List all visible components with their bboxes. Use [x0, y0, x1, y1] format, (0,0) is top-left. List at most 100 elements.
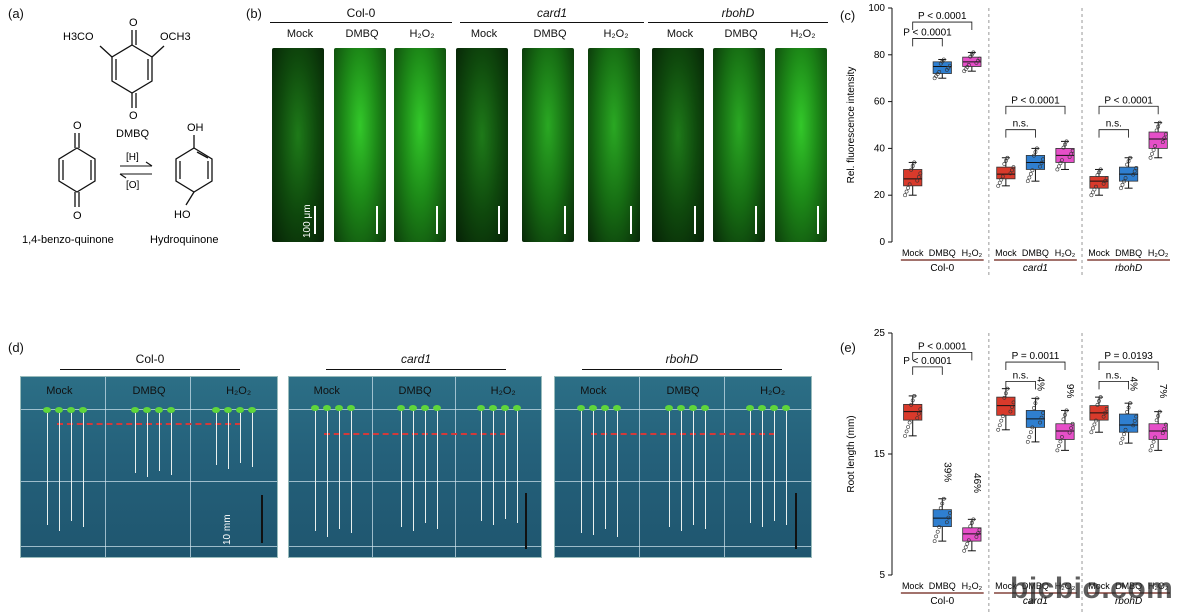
- data-point: [1120, 182, 1125, 187]
- hydroquinone-name: Hydroquinone: [150, 234, 219, 246]
- seedling-shoot: [746, 405, 755, 411]
- micro-treatment-label: Mock: [666, 28, 694, 40]
- root-tip-reference-line: [56, 423, 242, 425]
- micro-genotype-rbohd: rbohD: [721, 6, 755, 20]
- seedling-shoot: [420, 405, 429, 411]
- seedling-shoot: [676, 405, 685, 411]
- data-point: [1027, 435, 1032, 439]
- data-point: [966, 538, 971, 543]
- x-tick-label: DMBQ: [1115, 248, 1142, 258]
- data-point: [1000, 414, 1005, 418]
- root-fluorescence-image: [394, 48, 446, 242]
- data-point: [1041, 157, 1045, 162]
- panel-label-a: (a): [8, 6, 24, 21]
- plate-treatment-label: H₂O₂: [760, 385, 786, 397]
- data-point: [1089, 430, 1094, 435]
- significance-bracket-label: n.s.: [1013, 119, 1029, 130]
- data-point: [903, 193, 907, 198]
- seedling-shoot: [79, 407, 88, 413]
- seedling-shoot: [758, 405, 767, 411]
- box-plot: [1055, 408, 1075, 453]
- data-point: [1002, 395, 1007, 400]
- data-point: [909, 167, 914, 172]
- data-point: [1008, 171, 1013, 176]
- data-point: [1055, 448, 1060, 453]
- box-plot: [1025, 146, 1046, 184]
- box-plot: [996, 155, 1016, 188]
- data-point: [1162, 426, 1167, 431]
- data-point: [1000, 174, 1005, 179]
- data-point: [903, 433, 907, 438]
- scale-bar: [694, 206, 696, 234]
- box-plot: [1119, 401, 1139, 446]
- plate-treatment-label: H₂O₂: [490, 385, 516, 397]
- seedling-shoot: [236, 407, 245, 413]
- scale-bar: [314, 206, 316, 234]
- seedling-shoot: [513, 405, 522, 411]
- box-body: [1089, 176, 1109, 189]
- data-point: [934, 534, 939, 539]
- significance-bracket-label: P = 0.0011: [1012, 351, 1060, 362]
- data-point: [1032, 153, 1036, 158]
- group-label: Col-0: [930, 263, 954, 274]
- scale-bar: [630, 206, 632, 234]
- root-fluorescence-image: [713, 48, 765, 242]
- root-tip-reference-line: [324, 433, 506, 435]
- seedling-shoot: [248, 407, 257, 413]
- plate-treatment-label: Mock: [580, 385, 607, 397]
- data-point: [977, 527, 982, 532]
- plate-grid-line: [105, 377, 107, 557]
- seedling-shoot: [613, 405, 622, 411]
- data-point: [1151, 439, 1156, 444]
- seedling-root: [593, 411, 595, 535]
- data-point: [1064, 408, 1069, 413]
- data-point: [1122, 179, 1126, 184]
- seedling-root: [493, 411, 495, 525]
- box-body: [1055, 423, 1075, 440]
- data-point: [1061, 145, 1066, 150]
- data-point: [1030, 168, 1035, 173]
- data-point: [1160, 431, 1165, 436]
- seedling-shoot: [142, 407, 151, 413]
- root-fluorescence-image: [522, 48, 574, 242]
- seedling-root: [315, 411, 317, 531]
- fluorescence-chart: 0 20 40 60 80 100 Rel. fluorescence intensity M…: [846, 3, 1170, 275]
- data-point: [937, 70, 942, 74]
- panel-label-c: (c): [840, 8, 856, 23]
- data-point: [1103, 410, 1108, 415]
- significance-bracket: [912, 38, 943, 47]
- y-tick-label: 0: [879, 237, 885, 248]
- data-point: [1120, 436, 1125, 441]
- box-plot: [1148, 120, 1168, 160]
- data-point: [1038, 420, 1042, 425]
- data-point: [1035, 146, 1039, 151]
- seedling-shoot: [770, 405, 779, 411]
- seedling-root: [400, 411, 402, 527]
- data-point: [1027, 175, 1032, 180]
- data-point: [971, 50, 976, 55]
- data-point: [1067, 155, 1072, 159]
- y-tick-label: 100: [868, 3, 885, 14]
- box-plot: [932, 496, 952, 544]
- data-point: [1092, 422, 1097, 427]
- seedling-shoot: [212, 407, 221, 413]
- plate-scale-bar: [525, 493, 527, 549]
- data-point: [937, 525, 942, 529]
- data-point: [1041, 410, 1045, 415]
- x-tick-label: DMBQ: [1022, 581, 1049, 591]
- seedling-shoot: [577, 405, 586, 411]
- seedling-shoot: [688, 405, 697, 411]
- data-point: [971, 517, 976, 522]
- box-body: [996, 166, 1016, 180]
- data-point: [948, 510, 952, 515]
- agar-plate: Mock DMBQ H₂O₂: [288, 376, 542, 558]
- seedling-root: [412, 411, 414, 531]
- data-point: [944, 520, 949, 525]
- data-point: [968, 524, 973, 529]
- data-point: [996, 183, 1001, 188]
- significance-bracket: [1005, 361, 1066, 371]
- seedling-root: [774, 411, 776, 521]
- data-point: [940, 501, 945, 506]
- micro-treatment-label: H₂O₂: [790, 28, 816, 40]
- plate-genotype-label: card1: [400, 352, 432, 366]
